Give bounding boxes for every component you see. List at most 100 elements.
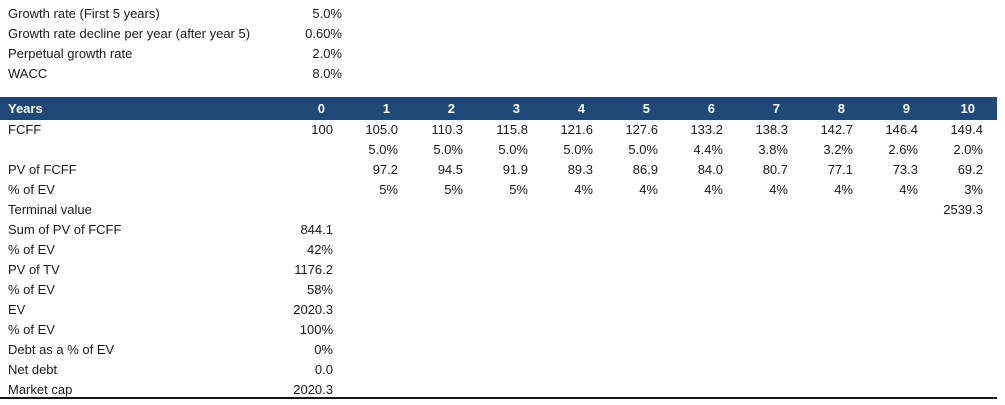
table-cell[interactable] — [477, 220, 542, 240]
table-cell[interactable]: 5.0% — [628, 142, 658, 157]
table-cell[interactable]: 3.8% — [758, 142, 788, 157]
table-cell[interactable] — [607, 200, 672, 220]
table-cell[interactable]: 5.0% — [433, 142, 463, 157]
table-cell[interactable]: 2020.3 — [293, 382, 333, 397]
table-cell[interactable]: 80.7 — [762, 162, 788, 177]
table-cell[interactable] — [607, 260, 672, 280]
table-cell[interactable]: 105.0 — [365, 122, 398, 137]
table-cell[interactable] — [932, 260, 997, 280]
table-cell[interactable]: 4% — [769, 182, 788, 197]
row-label[interactable]: Terminal value — [8, 202, 92, 217]
table-cell[interactable] — [802, 300, 867, 320]
table-cell[interactable] — [347, 360, 412, 380]
table-cell[interactable]: 4% — [639, 182, 658, 197]
table-cell[interactable] — [542, 220, 607, 240]
table-cell[interactable] — [477, 240, 542, 260]
table-cell[interactable]: 77.1 — [827, 162, 853, 177]
table-cell[interactable] — [542, 260, 607, 280]
table-cell[interactable] — [412, 260, 477, 280]
row-label[interactable]: % of EV — [8, 182, 55, 197]
table-cell[interactable] — [672, 240, 737, 260]
table-cell[interactable] — [802, 260, 867, 280]
table-cell[interactable]: 5% — [509, 182, 528, 197]
table-cell[interactable] — [737, 200, 802, 220]
table-cell[interactable] — [477, 360, 542, 380]
year-column-header[interactable]: 6 — [707, 101, 715, 116]
table-cell[interactable] — [282, 140, 347, 160]
table-cell[interactable]: 91.9 — [502, 162, 528, 177]
table-cell[interactable] — [282, 180, 347, 200]
row-label[interactable]: FCFF — [8, 122, 42, 137]
table-cell[interactable] — [607, 220, 672, 240]
row-label[interactable]: Market cap — [8, 382, 73, 397]
row-label[interactable]: % of EV — [8, 242, 55, 257]
table-cell[interactable] — [672, 220, 737, 240]
row-label[interactable]: Sum of PV of FCFF — [8, 222, 122, 237]
assumption-label[interactable]: Perpetual growth rate — [8, 46, 133, 61]
assumption-value[interactable]: 5.0% — [312, 6, 342, 21]
table-cell[interactable]: 0.0 — [314, 362, 333, 377]
table-cell[interactable] — [672, 260, 737, 280]
row-label[interactable]: % of EV — [8, 322, 55, 337]
table-cell[interactable] — [802, 320, 867, 340]
table-cell[interactable] — [867, 260, 932, 280]
table-cell[interactable]: 4% — [834, 182, 853, 197]
table-cell[interactable]: 127.6 — [625, 122, 658, 137]
assumption-label[interactable]: WACC — [8, 66, 48, 81]
table-cell[interactable]: 42% — [306, 242, 333, 257]
table-cell[interactable]: 84.0 — [697, 162, 723, 177]
table-cell[interactable] — [282, 160, 347, 180]
assumption-value[interactable]: 0.60% — [305, 26, 342, 41]
table-cell[interactable] — [347, 340, 412, 360]
table-cell[interactable] — [737, 220, 802, 240]
table-cell[interactable] — [867, 360, 932, 380]
table-cell[interactable] — [737, 280, 802, 300]
table-cell[interactable]: 97.2 — [372, 162, 398, 177]
table-cell[interactable] — [412, 300, 477, 320]
table-cell[interactable] — [802, 240, 867, 260]
table-cell[interactable] — [867, 320, 932, 340]
table-cell[interactable]: 133.2 — [690, 122, 723, 137]
table-cell[interactable] — [607, 320, 672, 340]
table-cell[interactable] — [477, 300, 542, 320]
row-label[interactable]: Net debt — [8, 362, 58, 377]
table-cell[interactable]: 86.9 — [632, 162, 658, 177]
table-cell[interactable] — [412, 340, 477, 360]
table-cell[interactable] — [867, 280, 932, 300]
table-cell[interactable]: 69.2 — [957, 162, 983, 177]
table-cell[interactable] — [542, 280, 607, 300]
table-cell[interactable] — [867, 220, 932, 240]
table-cell[interactable]: 844.1 — [300, 222, 333, 237]
table-cell[interactable]: 4% — [574, 182, 593, 197]
table-cell[interactable] — [347, 200, 412, 220]
table-cell[interactable] — [477, 260, 542, 280]
table-cell[interactable] — [802, 200, 867, 220]
table-cell[interactable] — [802, 280, 867, 300]
table-cell[interactable] — [607, 360, 672, 380]
table-cell[interactable]: 94.5 — [437, 162, 463, 177]
table-cell[interactable]: 3.2% — [823, 142, 853, 157]
table-cell[interactable]: 138.3 — [755, 122, 788, 137]
table-cell[interactable] — [672, 200, 737, 220]
table-cell[interactable] — [412, 320, 477, 340]
table-cell[interactable] — [672, 280, 737, 300]
table-cell[interactable]: 5.0% — [368, 142, 398, 157]
row-label[interactable]: PV of TV — [8, 262, 60, 277]
row-label[interactable]: PV of FCFF — [8, 162, 77, 177]
table-cell[interactable]: 146.4 — [885, 122, 918, 137]
table-cell[interactable] — [672, 340, 737, 360]
table-cell[interactable]: 149.4 — [950, 122, 983, 137]
year-column-header[interactable]: 7 — [772, 101, 780, 116]
table-cell[interactable] — [477, 320, 542, 340]
table-cell[interactable] — [672, 360, 737, 380]
table-cell[interactable]: 121.6 — [560, 122, 593, 137]
table-cell[interactable]: 100% — [299, 322, 333, 337]
table-cell[interactable] — [477, 340, 542, 360]
table-cell[interactable]: 3% — [964, 182, 983, 197]
table-cell[interactable] — [932, 300, 997, 320]
table-cell[interactable] — [282, 200, 347, 220]
table-cell[interactable] — [412, 280, 477, 300]
table-cell[interactable]: 73.3 — [892, 162, 918, 177]
table-cell[interactable]: 110.3 — [431, 122, 463, 137]
table-cell[interactable]: 89.3 — [567, 162, 593, 177]
